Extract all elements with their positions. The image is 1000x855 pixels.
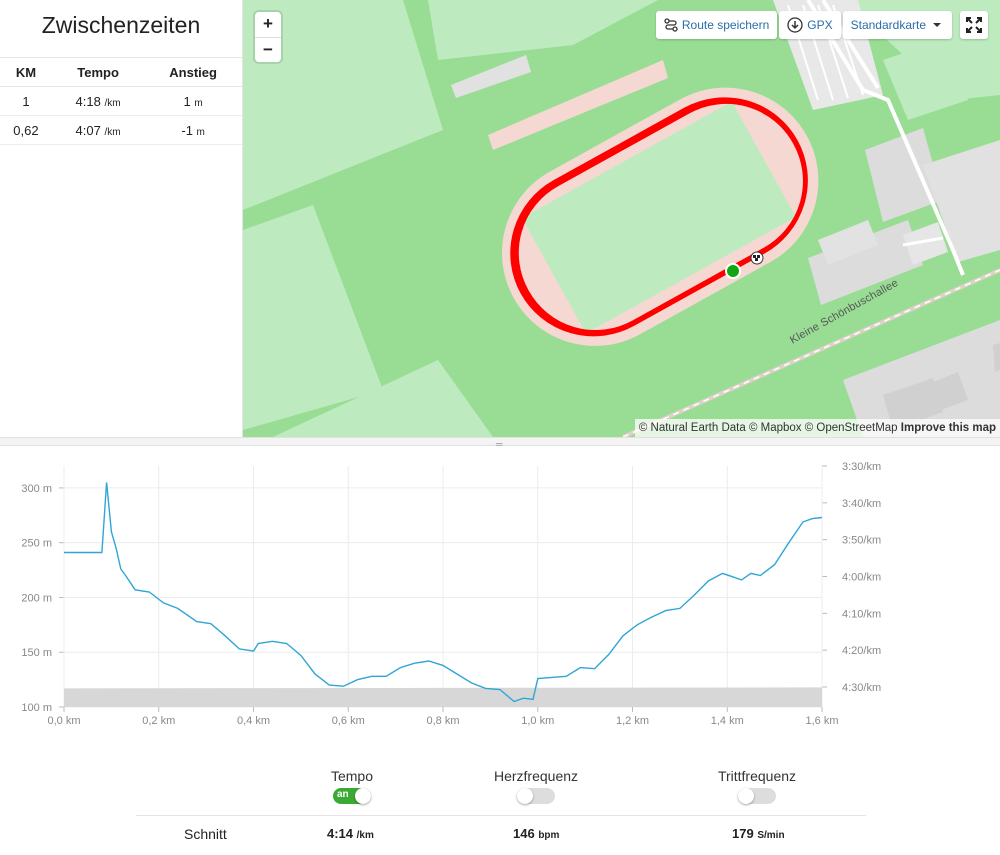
summary-heartrate: 146 bpm bbox=[513, 826, 560, 841]
split-climb: 1 m bbox=[144, 86, 242, 116]
save-route-button[interactable]: Route speichern bbox=[655, 11, 778, 39]
chart-grid bbox=[59, 465, 827, 712]
y2-tick-label: 4:30/km bbox=[842, 682, 881, 694]
x-tick-label: 1,6 km bbox=[805, 715, 838, 727]
improve-map-link[interactable]: Improve this map bbox=[900, 422, 996, 434]
split-pace: 4:18 /km bbox=[51, 86, 145, 116]
col-tempo: Tempo bbox=[51, 57, 145, 87]
map-type-dropdown[interactable]: Standardkarte bbox=[842, 11, 952, 39]
fullscreen-icon bbox=[966, 17, 982, 33]
pace-series bbox=[64, 482, 823, 703]
splits-table: KM Tempo Anstieg 1 4:18 /km 1 m 0,62 4:0… bbox=[0, 57, 242, 145]
summary-row: Schnitt 4:14 /km 146 bpm 179 S/min bbox=[136, 815, 866, 851]
x-tick-label: 0,4 km bbox=[237, 715, 270, 727]
y2-tick-label: 3:50/km bbox=[842, 535, 881, 547]
pace-line bbox=[64, 482, 823, 703]
y-tick-label: 200 m bbox=[21, 592, 52, 604]
x-tick-label: 0,8 km bbox=[426, 715, 459, 727]
toggle-trittfrequenz: Trittfrequenz bbox=[687, 768, 827, 804]
start-marker bbox=[725, 263, 741, 279]
route-icon bbox=[664, 18, 678, 32]
splits-header-row: KM Tempo Anstieg bbox=[0, 57, 242, 87]
x-tick-label: 0,2 km bbox=[142, 715, 175, 727]
y-tick-label: 100 m bbox=[21, 702, 52, 714]
split-km: 0,62 bbox=[0, 115, 52, 145]
y2-tick-label: 4:10/km bbox=[842, 608, 881, 620]
x-tick-label: 1,2 km bbox=[616, 715, 649, 727]
map-attribution: © Natural Earth Data © Mapbox © OpenStre… bbox=[634, 419, 1000, 437]
y2-tick-label: 4:20/km bbox=[842, 645, 881, 657]
x-tick-label: 0,0 km bbox=[47, 715, 80, 727]
summary-pace: 4:14 /km bbox=[327, 826, 374, 841]
map-toolbar: Route speichern GPX Standardkarte bbox=[655, 11, 952, 39]
map-canvas[interactable] bbox=[243, 0, 1000, 437]
summary-label: Schnitt bbox=[184, 826, 227, 842]
zoom-in-button[interactable]: + bbox=[263, 14, 273, 33]
y-tick-label: 150 m bbox=[21, 647, 52, 659]
x-axis: 0,0 km 0,2 km 0,4 km 0,6 km 0,8 km 1,0 km 1,2 … bbox=[47, 715, 838, 727]
y-axis-left: 300 m 250 m 200 m 150 m 100 m bbox=[21, 483, 52, 714]
pace-elevation-chart: 300 m 250 m 200 m 150 m 100 m 3:30/km 3:40/km… bbox=[21, 461, 881, 727]
summary-cadence: 179 S/min bbox=[732, 826, 785, 841]
y2-tick-label: 3:30/km bbox=[842, 461, 881, 473]
heartrate-switch[interactable] bbox=[517, 788, 555, 804]
zoom-control: + − bbox=[255, 12, 281, 62]
toggle-herzfrequenz: Herzfrequenz bbox=[466, 768, 606, 804]
gpx-download-button[interactable]: GPX bbox=[779, 11, 841, 39]
x-tick-label: 0,6 km bbox=[332, 715, 365, 727]
x-tick-label: 1,0 km bbox=[521, 715, 554, 727]
resize-handle[interactable]: ═ bbox=[0, 437, 1000, 449]
route-map[interactable]: Kleine Schönbuschallee + − Route speiche… bbox=[243, 0, 1000, 437]
y-tick-label: 250 m bbox=[21, 538, 52, 550]
col-anstieg: Anstieg bbox=[144, 57, 242, 87]
split-climb: -1 m bbox=[144, 115, 242, 145]
fullscreen-button[interactable] bbox=[960, 11, 988, 39]
cadence-switch[interactable] bbox=[738, 788, 776, 804]
table-row[interactable]: 0,62 4:07 /km -1 m bbox=[0, 115, 242, 145]
elevation-area bbox=[64, 687, 822, 707]
y2-tick-label: 3:40/km bbox=[842, 498, 881, 510]
splits-panel: Zwischenzeiten KM Tempo Anstieg 1 4:18 /… bbox=[0, 0, 243, 437]
split-km: 1 bbox=[0, 86, 52, 116]
download-icon bbox=[787, 17, 803, 33]
y-tick-label: 300 m bbox=[21, 483, 52, 495]
caret-down-icon bbox=[933, 23, 941, 27]
y-axis-right: 3:30/km 3:40/km 3:50/km 4:00/km 4:10/km 4:20/… bbox=[842, 461, 881, 694]
table-row[interactable]: 1 4:18 /km 1 m bbox=[0, 86, 242, 116]
finish-marker bbox=[750, 251, 764, 265]
tempo-switch[interactable]: an bbox=[333, 788, 371, 804]
col-km: KM bbox=[0, 57, 52, 87]
y2-tick-label: 4:00/km bbox=[842, 572, 881, 584]
elevation-band bbox=[64, 687, 822, 707]
x-tick-label: 1,4 km bbox=[711, 715, 744, 727]
toggle-tempo: Tempo an bbox=[282, 768, 422, 804]
split-pace: 4:07 /km bbox=[51, 115, 145, 145]
series-toggles: Tempo an Herzfrequenz Trittfrequenz bbox=[0, 768, 1000, 808]
splits-title: Zwischenzeiten bbox=[41, 12, 201, 38]
zoom-out-button[interactable]: − bbox=[255, 37, 281, 62]
